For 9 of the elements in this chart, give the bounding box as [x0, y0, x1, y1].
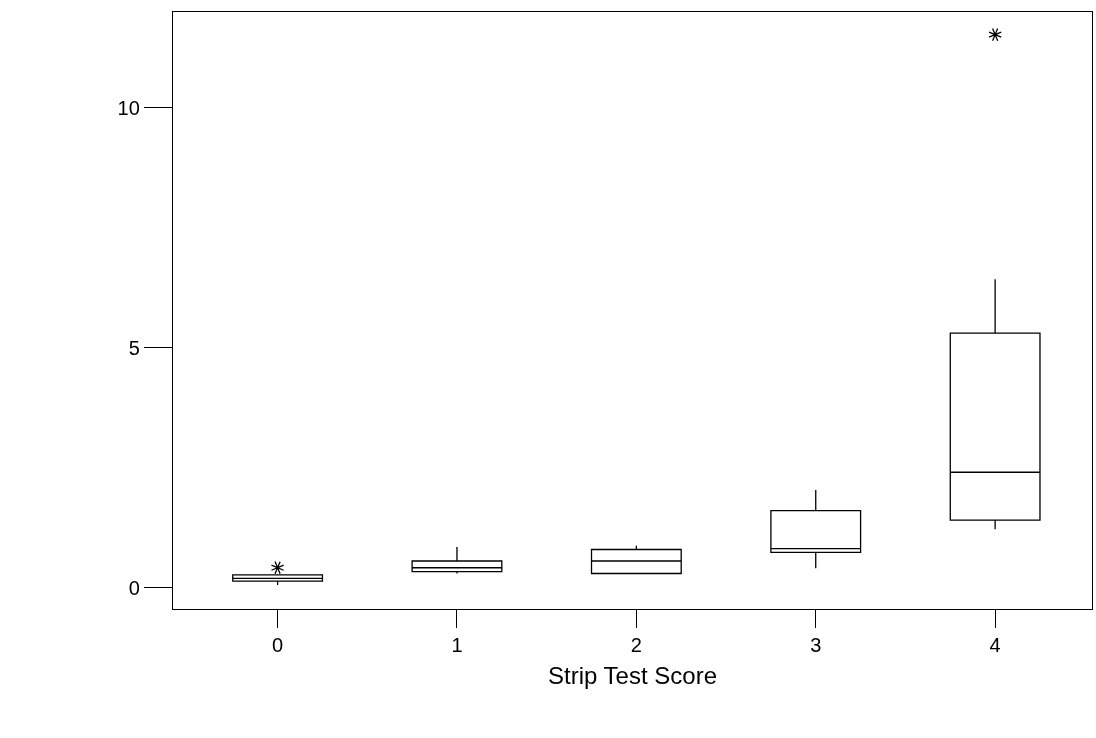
- x-tick-label: 0: [272, 634, 284, 657]
- x-tick-label: 3: [810, 634, 822, 657]
- y-tick-label: 0: [128, 576, 140, 599]
- y-tick-label: 10: [117, 96, 140, 119]
- x-tick-label: 4: [989, 634, 1001, 657]
- y-tick-label: 5: [128, 336, 140, 359]
- x-tick-label: 1: [451, 634, 463, 657]
- x-axis-title: Strip Test Score: [548, 662, 717, 690]
- x-tick-label: 2: [630, 634, 642, 657]
